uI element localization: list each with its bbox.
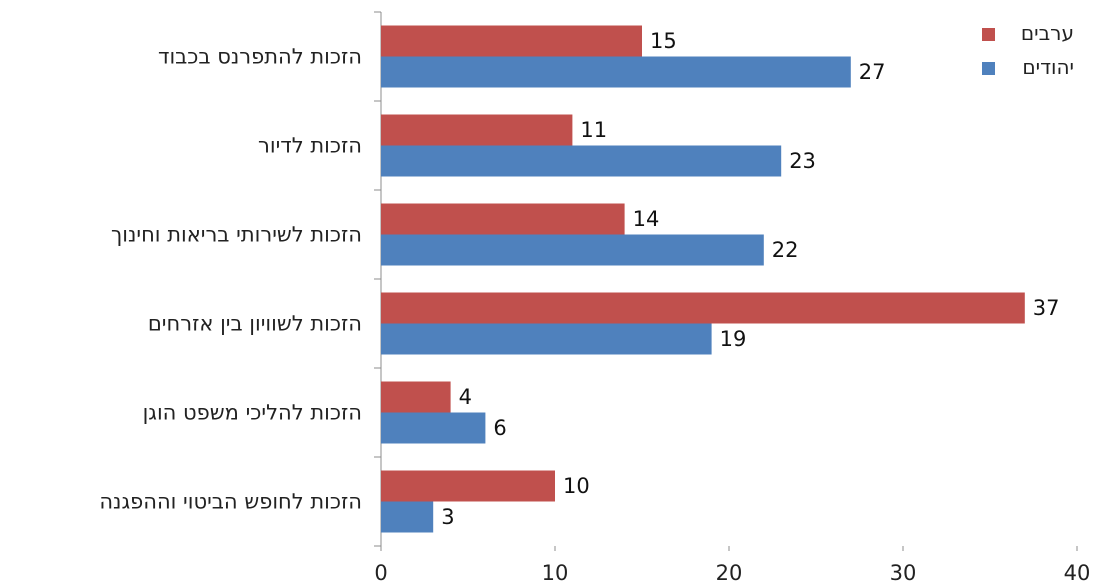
legend-swatch (982, 62, 995, 75)
bar (381, 145, 782, 177)
data-label: 3 (441, 505, 454, 529)
legend-label: ערבים (1021, 21, 1074, 45)
category-label: הזכות לחופש הביטוי וההפגנה (99, 490, 362, 514)
data-label: 37 (1033, 296, 1060, 320)
chart-axes: 0 10 20 30 40 (374, 11, 1091, 585)
data-label: 22 (772, 238, 799, 262)
data-label: 6 (493, 416, 506, 440)
x-tick-label: 10 (542, 561, 569, 585)
data-label: 4 (459, 385, 472, 409)
bar (381, 412, 486, 444)
data-label: 14 (633, 207, 660, 231)
category-label: הזכות להתפרנס בכבוד (158, 45, 362, 69)
x-tick-label: 40 (1064, 561, 1091, 585)
data-label: 11 (580, 118, 607, 142)
chart-legend: ערבים יהודים (982, 21, 1074, 79)
bar (381, 470, 555, 502)
bar (381, 56, 851, 88)
legend-swatch (982, 28, 995, 41)
bar (381, 381, 451, 413)
category-label: הזכות לשוויון בין אזרחים (148, 312, 362, 336)
bar (381, 203, 625, 235)
chart-labels: 15 27 הזכות להתפרנס בכבוד 11 23 הזכות לדיור 14… (99, 29, 1059, 529)
data-label: 10 (563, 474, 590, 498)
bar (381, 234, 764, 266)
data-label: 15 (650, 29, 677, 53)
bar (381, 25, 642, 57)
x-tick-label: 0 (374, 561, 387, 585)
data-label: 27 (859, 60, 886, 84)
category-label: הזכות לדיור (258, 134, 362, 158)
data-label: 23 (789, 149, 816, 173)
bar (381, 323, 712, 355)
legend-label: יהודים (1022, 55, 1074, 79)
bar (381, 292, 1025, 324)
x-tick-label: 30 (890, 561, 917, 585)
category-label: הזכות לשירותי בריאות וחינוך (111, 223, 362, 247)
bar (381, 114, 573, 146)
chart-bars (381, 25, 1025, 533)
category-label: הזכות להליכי משפט הוגן (143, 401, 362, 425)
x-tick-label: 20 (716, 561, 743, 585)
bar (381, 501, 434, 533)
data-label: 19 (720, 327, 747, 351)
